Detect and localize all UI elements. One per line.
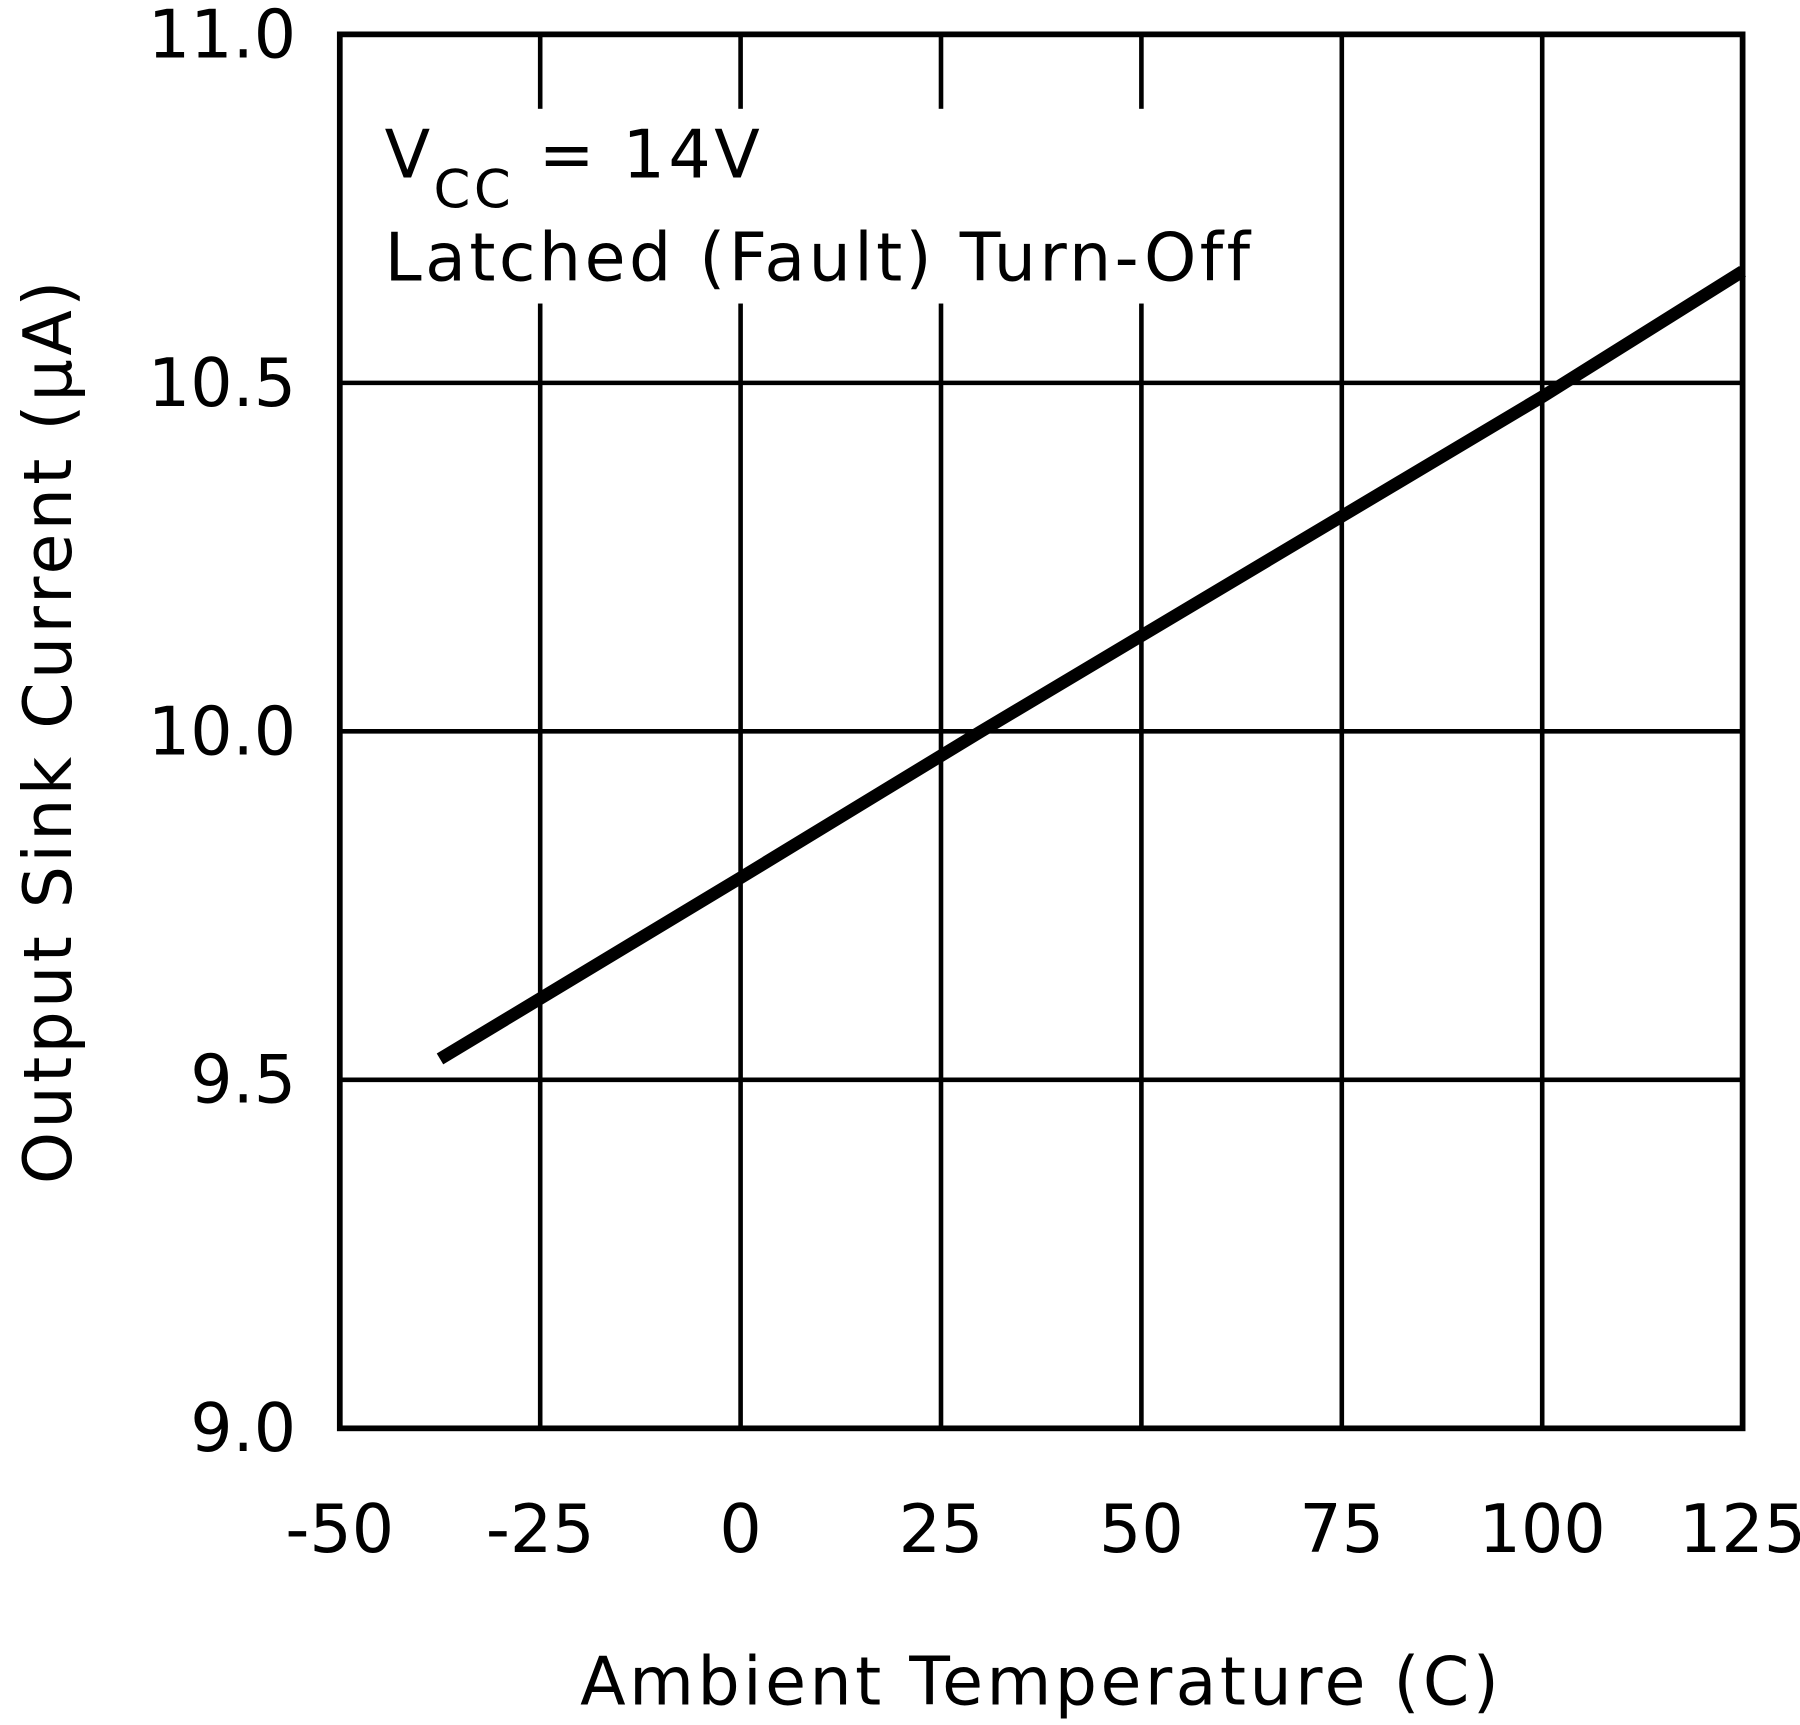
annotation-line2: Latched (Fault) Turn-Off [385, 219, 1254, 297]
plot-frame [336, 31, 1746, 1432]
y-tick-label: 9.0 [190, 1389, 296, 1467]
x-tick-label: -25 [486, 1490, 595, 1568]
annotation-background [373, 108, 1326, 304]
y-tick-label: 9.5 [190, 1041, 296, 1119]
data-line [436, 266, 1746, 1065]
x-tick-label: 25 [899, 1490, 984, 1568]
annotation-subscript: CC [434, 159, 515, 220]
annotation-rest: = 14V [514, 116, 763, 194]
annotation: VCC = 14V [385, 116, 764, 221]
x-tick-label: -50 [285, 1490, 394, 1568]
annotation-main: V [385, 116, 434, 194]
y-tick-label: 11.0 [148, 0, 296, 73]
y-axis-title: Output Sink Current (μA) [9, 277, 87, 1184]
x-tick-label: 0 [719, 1490, 761, 1568]
x-tick-label: 50 [1099, 1490, 1184, 1568]
y-tick-label: 10.0 [148, 692, 296, 770]
x-tick-label: 125 [1679, 1490, 1800, 1568]
x-tick-label: 75 [1299, 1490, 1384, 1568]
x-axis-title: Ambient Temperature (C) [580, 1642, 1502, 1720]
y-tick-label: 10.5 [148, 344, 296, 422]
x-tick-label: 100 [1479, 1490, 1606, 1568]
